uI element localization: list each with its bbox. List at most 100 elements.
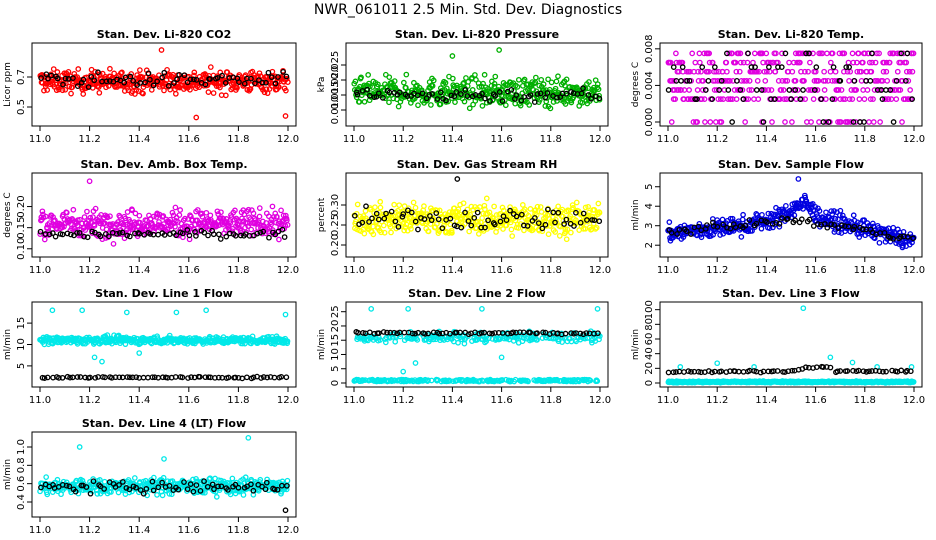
- data-point: [205, 89, 212, 95]
- data-point: [526, 102, 533, 108]
- data-point: [425, 228, 432, 235]
- data-point: [887, 87, 894, 93]
- chart-title: Stan. Dev. Sample Flow: [718, 158, 864, 171]
- data-point: [461, 221, 468, 227]
- data-point: [527, 329, 534, 336]
- data-point: [405, 306, 411, 312]
- y-axis-label: Licor ppm: [3, 62, 13, 107]
- data-point: [568, 229, 574, 236]
- data-point: [181, 72, 188, 79]
- data-point: [594, 306, 601, 312]
- data-point: [256, 205, 263, 211]
- data-point: [364, 86, 371, 93]
- data-point: [832, 68, 839, 75]
- data-point: [595, 200, 602, 207]
- data-point: [218, 209, 224, 216]
- data-point: [748, 64, 755, 70]
- x-tick-label: 11.8: [540, 134, 562, 145]
- data-point: [717, 96, 724, 102]
- data-point: [37, 228, 44, 235]
- data-point: [737, 59, 744, 66]
- data-point: [173, 309, 180, 316]
- data-point: [375, 216, 382, 223]
- data-point: [496, 89, 503, 95]
- y-axis-label: ml/min: [3, 459, 13, 490]
- data-point: [196, 374, 203, 380]
- data-point: [861, 96, 868, 102]
- data-point: [203, 307, 210, 314]
- data-point: [104, 332, 111, 338]
- data-point: [754, 68, 760, 75]
- data-point: [74, 230, 80, 236]
- data-point: [821, 68, 827, 75]
- data-point: [585, 203, 591, 210]
- x-tick-label: 11.0: [29, 395, 51, 406]
- points-group: [351, 47, 603, 112]
- data-point: [497, 218, 504, 225]
- x-tick-label: 11.2: [706, 265, 728, 276]
- data-point: [544, 90, 551, 96]
- data-point: [400, 79, 407, 86]
- data-point: [426, 92, 433, 98]
- data-point: [84, 234, 91, 241]
- data-point: [145, 70, 152, 77]
- data-point: [828, 221, 835, 228]
- data-point: [765, 368, 772, 375]
- data-point: [227, 491, 234, 498]
- data-point: [534, 330, 540, 336]
- data-point: [437, 101, 444, 107]
- data-point: [714, 224, 721, 230]
- data-point: [573, 209, 579, 216]
- plot-frame: [345, 301, 609, 388]
- data-point: [404, 93, 411, 100]
- y-tick-label: 5: [16, 363, 27, 369]
- data-point: [384, 329, 390, 336]
- data-point: [868, 68, 875, 75]
- data-point: [369, 215, 375, 222]
- data-point: [569, 202, 576, 208]
- data-point: [500, 213, 507, 220]
- data-point: [412, 330, 418, 337]
- data-point: [191, 69, 198, 76]
- data-point: [49, 230, 56, 236]
- data-point: [762, 77, 769, 84]
- data-point: [256, 70, 263, 77]
- data-point: [428, 102, 434, 108]
- data-point: [380, 222, 387, 229]
- data-point: [449, 230, 455, 236]
- x-tick-label: 11.8: [227, 525, 249, 536]
- data-point: [89, 228, 95, 235]
- data-point: [86, 178, 93, 185]
- data-point: [272, 80, 279, 87]
- data-point: [268, 74, 275, 81]
- data-point: [232, 374, 239, 381]
- data-point: [284, 338, 291, 345]
- data-point: [148, 86, 155, 93]
- data-point: [263, 79, 269, 86]
- data-point: [360, 329, 366, 336]
- data-point: [823, 119, 830, 125]
- chart-panel-4: Stan. Dev. Amb. Box Temp.degrees C11.0 11…: [3, 158, 299, 276]
- data-point: [740, 211, 746, 218]
- data-point: [43, 474, 50, 480]
- data-point: [352, 78, 359, 85]
- data-point: [359, 219, 366, 226]
- y-tick-label: 0.20: [330, 234, 341, 256]
- data-point: [154, 78, 161, 85]
- data-point: [430, 77, 437, 84]
- data-point: [74, 83, 81, 90]
- data-point: [898, 50, 905, 57]
- data-point: [429, 83, 436, 89]
- data-point: [60, 81, 66, 88]
- data-point: [792, 217, 798, 224]
- data-point: [688, 231, 694, 237]
- data-point: [594, 378, 601, 384]
- data-point: [773, 219, 780, 226]
- data-point: [719, 216, 726, 223]
- y-tick-label: 10: [330, 348, 341, 361]
- data-point: [876, 239, 883, 246]
- data-point: [160, 474, 167, 481]
- data-point: [478, 329, 485, 336]
- data-point: [503, 217, 510, 223]
